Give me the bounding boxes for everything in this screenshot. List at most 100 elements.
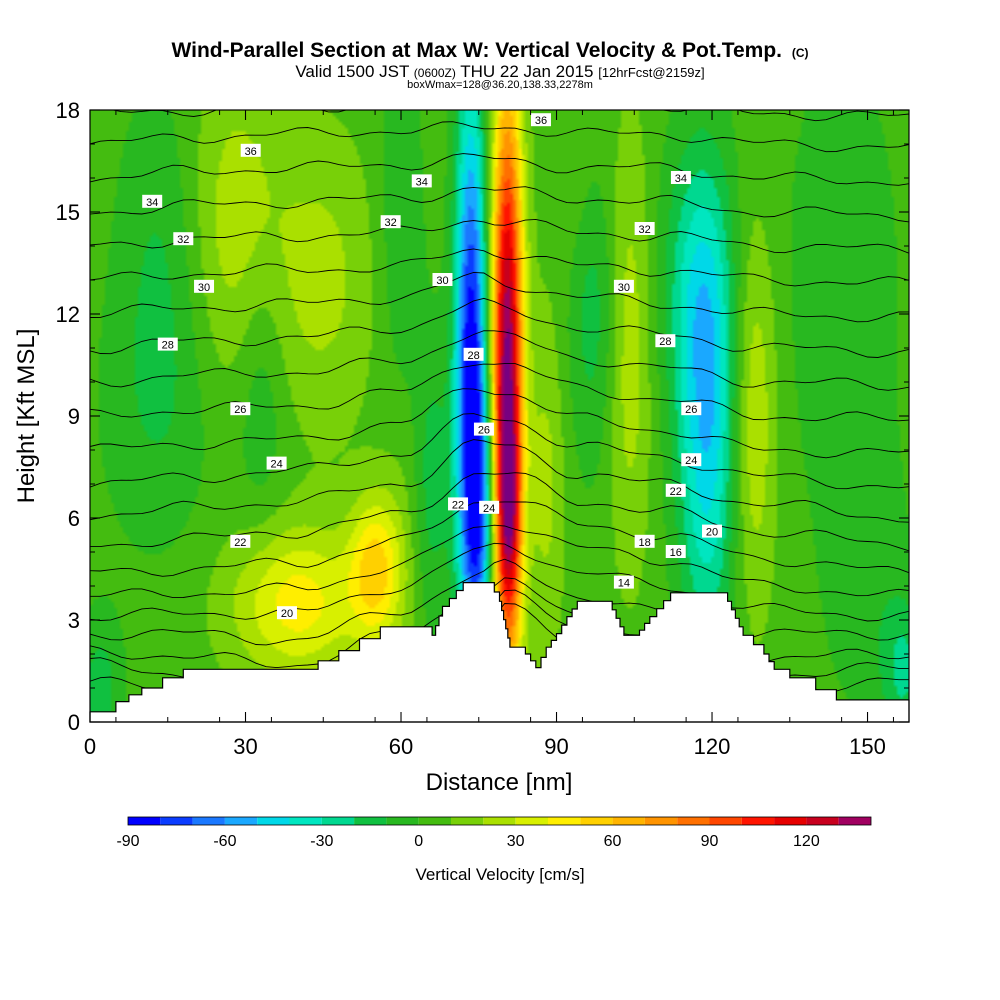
colorbar-swatch — [806, 817, 839, 825]
chart-title: Wind-Parallel Section at Max W: Vertical… — [171, 39, 808, 62]
colorbar-swatch — [451, 817, 484, 825]
y-tick-label: 6 — [68, 506, 80, 531]
colorbar-tick-label: -60 — [213, 833, 236, 850]
svg-text:22: 22 — [452, 499, 464, 511]
theta-contour-line — [90, 186, 909, 223]
colorbar — [127, 816, 872, 826]
theta-contour-line — [90, 218, 909, 254]
colorbar-tick-label: 90 — [701, 833, 719, 850]
theta-label: 28 — [655, 334, 676, 348]
theta-label: 22 — [448, 497, 469, 511]
x-axis-label: Distance [nm] — [426, 769, 573, 796]
colorbar-ticks: -90 -60 -30 0 30 60 90 120 — [116, 833, 819, 850]
theta-label: 32 — [634, 222, 655, 236]
theta-label: 20 — [276, 606, 297, 620]
theta-label: 32 — [380, 215, 401, 229]
colorbar-swatch — [128, 817, 161, 825]
theta-contour-line — [90, 524, 909, 599]
colorbar-swatch — [741, 817, 775, 825]
svg-text:36: 36 — [245, 146, 257, 158]
colorbar-swatch — [257, 817, 290, 825]
y-tick-label: 12 — [56, 302, 80, 327]
subtitle-forecast: [12hrFcst@2159z] — [598, 65, 704, 80]
colorbar-swatch — [580, 817, 613, 825]
colorbar-swatch — [548, 817, 581, 825]
colorbar-swatch — [709, 817, 742, 825]
theta-label: 28 — [157, 337, 178, 352]
colorbar-tick-label: -30 — [310, 833, 333, 850]
svg-text:24: 24 — [270, 459, 282, 471]
colorbar-swatch — [644, 817, 678, 825]
svg-text:34: 34 — [146, 197, 158, 209]
colorbar-swatch — [418, 817, 451, 825]
colorbar-swatch — [386, 817, 419, 825]
svg-text:28: 28 — [467, 350, 479, 362]
x-tick-label: 90 — [544, 734, 568, 759]
theta-contour-line — [90, 558, 909, 646]
svg-text:30: 30 — [198, 282, 210, 294]
svg-text:16: 16 — [670, 547, 682, 559]
theta-label: 18 — [634, 534, 655, 549]
colorbar-tick-label: 30 — [507, 833, 525, 850]
chart-subtitle: Valid 1500 JST (0600Z) THU 22 Jan 2015 [… — [295, 62, 704, 81]
theta-contour-line — [90, 248, 909, 287]
theta-contour-line — [90, 413, 909, 490]
colorbar-swatch — [838, 817, 871, 825]
theta-label: 30 — [432, 273, 453, 287]
svg-text:24: 24 — [685, 455, 697, 467]
svg-text:26: 26 — [685, 404, 697, 416]
svg-text:30: 30 — [436, 275, 448, 287]
theta-label: 34 — [142, 194, 163, 209]
theta-label: 30 — [194, 279, 215, 294]
theta-contour-line — [90, 363, 909, 422]
colorbar-tick-label: 0 — [414, 833, 423, 850]
subtitle-valid: Valid 1500 JST — [295, 62, 409, 81]
svg-text:14: 14 — [618, 578, 630, 590]
theta-label: 16 — [665, 545, 686, 559]
theta-contour-line — [90, 297, 909, 358]
potential-temperature-labels: 36 34 32 30 28 26 24 22 20 34 32 30 28 26 24 22 36 34 32 30… — [142, 113, 723, 620]
theta-contour-line — [90, 439, 909, 523]
x-axis-ticks: 0 30 60 90 120 150 — [84, 110, 894, 759]
svg-text:36: 36 — [535, 115, 547, 127]
theta-contour-line — [90, 388, 909, 459]
svg-text:28: 28 — [162, 340, 174, 352]
svg-text:22: 22 — [670, 486, 682, 498]
x-tick-label: 0 — [84, 734, 96, 759]
theta-contour-line — [90, 330, 909, 391]
theta-contour-line — [90, 472, 909, 552]
theta-contour-line — [110, 110, 909, 122]
title-mark: (C) — [792, 46, 809, 60]
x-tick-label: 60 — [389, 734, 413, 759]
theta-contour-line — [90, 501, 909, 577]
theta-label: 24 — [479, 500, 500, 515]
chart-subtitle-2: boxWmax=128@36.20,138.33,2278m — [407, 79, 593, 91]
theta-label: 28 — [463, 347, 484, 362]
svg-text:32: 32 — [177, 234, 189, 246]
colorbar-swatch — [612, 817, 645, 825]
colorbar-swatch — [289, 817, 322, 825]
colorbar-swatch — [224, 817, 258, 825]
colorbar-swatch — [774, 817, 807, 825]
colorbar-swatch — [160, 817, 193, 825]
svg-text:34: 34 — [675, 173, 687, 185]
colorbar-tick-label: 120 — [793, 833, 820, 850]
y-axis-label: Height [Kft MSL] — [13, 329, 40, 504]
y-tick-label: 15 — [56, 200, 80, 225]
theta-label: 26 — [473, 422, 494, 437]
svg-text:24: 24 — [483, 503, 495, 515]
theta-label: 36 — [240, 143, 261, 158]
theta-contour-line — [90, 542, 909, 622]
theta-label: 34 — [411, 174, 432, 188]
svg-text:18: 18 — [639, 537, 651, 549]
x-tick-label: 120 — [694, 734, 731, 759]
theta-contour-line — [90, 153, 909, 186]
svg-text:34: 34 — [416, 176, 428, 188]
svg-text:26: 26 — [234, 404, 246, 416]
theta-label: 14 — [613, 575, 634, 590]
colorbar-swatch — [515, 817, 548, 825]
colorbar-swatch — [483, 817, 516, 825]
svg-text:20: 20 — [706, 527, 718, 539]
theta-label: 32 — [173, 232, 194, 246]
